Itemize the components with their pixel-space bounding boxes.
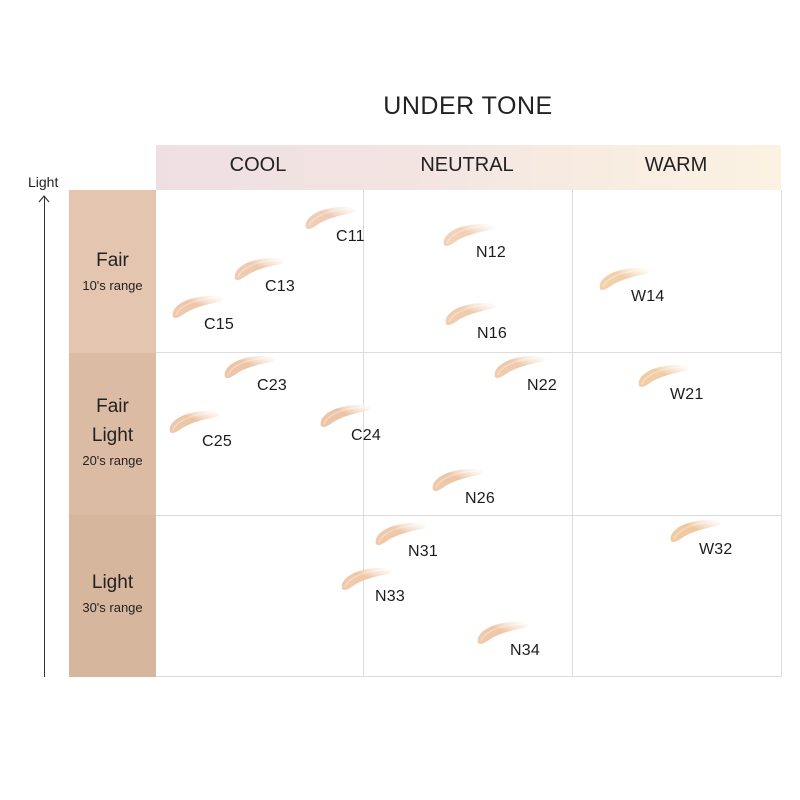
row-name: Fair (96, 396, 129, 417)
row-range: 10's range (82, 278, 143, 293)
shade-swatch-n33 (341, 567, 392, 591)
shade-label-n31: N31 (408, 543, 438, 560)
grid-line (156, 352, 781, 353)
shade-swatch-n26 (432, 468, 483, 492)
shade-swatch-w21 (638, 364, 689, 388)
shade-swatch-w32 (670, 519, 721, 543)
shade-label-w14: W14 (631, 288, 665, 305)
grid-line (156, 515, 781, 516)
shade-swatch-n12 (443, 223, 494, 247)
shade-swatch-n16 (445, 302, 496, 326)
chart-title: UNDER TONE (383, 92, 553, 120)
shade-label-n16: N16 (477, 325, 507, 342)
shade-label-c25: C25 (202, 433, 232, 450)
shade-swatch-c25 (169, 410, 220, 434)
shade-swatch-c23 (224, 355, 275, 379)
row-name: Light (91, 572, 134, 593)
undertone-header-band (156, 145, 781, 190)
shade-swatch-n22 (494, 355, 545, 379)
grid-line (363, 190, 364, 677)
shade-label-c24: C24 (351, 427, 381, 444)
grid-line (572, 190, 573, 677)
column-label-cool: COOL (229, 154, 287, 176)
shade-label-c11: C11 (336, 228, 365, 245)
grid-line (156, 676, 781, 677)
row-label-light: Light 30's range (69, 568, 156, 619)
row-label-fair: Fair 10's range (69, 246, 156, 297)
row-range: 20's range (82, 453, 143, 468)
row-band-light (69, 515, 156, 677)
row-name: Fair (96, 250, 129, 271)
shade-swatch-w14 (599, 267, 650, 291)
shade-label-n34: N34 (510, 642, 540, 659)
shade-label-c13: C13 (265, 278, 295, 295)
shade-swatch-n31 (375, 522, 426, 546)
row-name: Light (91, 425, 134, 446)
row-band-fair (69, 190, 156, 353)
shade-label-w21: W21 (670, 386, 704, 403)
shade-swatch-c13 (234, 257, 285, 281)
column-label-neutral: NEUTRAL (420, 154, 514, 176)
arrow-up-icon (38, 195, 50, 203)
shade-label-n22: N22 (527, 377, 557, 394)
column-label-warm: WARM (644, 154, 708, 176)
row-band-fair-light (69, 353, 156, 515)
shade-label-n26: N26 (465, 490, 495, 507)
shade-swatch-c15 (172, 295, 223, 319)
shade-label-n12: N12 (476, 244, 506, 261)
shade-swatch-c11 (305, 206, 356, 230)
lightness-axis-line (44, 196, 45, 677)
shade-label-n33: N33 (375, 588, 405, 605)
row-label-fair-light: Fair Light 20's range (69, 392, 156, 472)
shade-label-c15: C15 (204, 316, 234, 333)
row-range: 30's range (82, 600, 143, 615)
grid-line (781, 190, 782, 677)
shade-swatch-c24 (320, 404, 371, 428)
shade-swatch-n34 (477, 621, 528, 645)
shade-label-w32: W32 (699, 541, 733, 558)
shade-label-c23: C23 (257, 377, 287, 394)
axis-label-light: Light (28, 174, 59, 190)
